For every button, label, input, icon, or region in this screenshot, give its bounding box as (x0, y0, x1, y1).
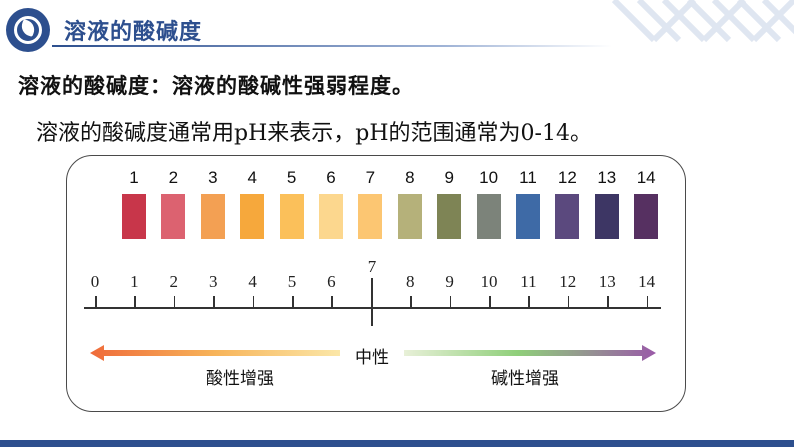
scale-label-12: 12 (559, 272, 577, 291)
ph-swatch-1 (122, 194, 146, 239)
neutral-label: 中性 (355, 348, 389, 368)
logo-icon (6, 8, 50, 52)
ph-swatch-14 (634, 194, 659, 239)
ph-swatch-9 (437, 194, 462, 239)
scale-label-7: 7 (367, 257, 377, 276)
ph-number-9: 9 (444, 168, 454, 187)
scale-tick-13 (607, 296, 609, 307)
scale-label-1: 1 (130, 272, 139, 291)
scale-label-4: 4 (248, 272, 257, 291)
bottom-bar (0, 440, 794, 447)
ph-swatch-12 (555, 194, 580, 239)
scale-label-2: 2 (169, 272, 179, 291)
base-label: 碱性增强 (491, 369, 559, 389)
ph-number-11: 11 (519, 168, 537, 187)
acid-arrow (90, 345, 340, 361)
scale-label-10: 10 (480, 272, 498, 291)
base-arrow (404, 345, 656, 361)
scale-tick-5 (292, 296, 294, 307)
scale-tick-14 (646, 296, 649, 307)
ph-swatch-13 (594, 194, 619, 239)
scale-tick-12 (567, 296, 570, 307)
ph-number-10: 10 (479, 168, 499, 187)
scale-label-3: 3 (208, 272, 218, 291)
scale-label-8: 8 (405, 272, 415, 291)
scale-label-6: 6 (327, 272, 336, 291)
scale-label-13: 13 (598, 272, 616, 291)
scale-tick-6 (331, 296, 333, 307)
scale-label-0: 0 (90, 272, 100, 291)
scale-tick-0 (95, 296, 97, 307)
definition-text: 溶液的酸碱度：溶液的酸碱性强弱程度。 (18, 74, 414, 98)
ph-swatch-11 (516, 194, 540, 239)
ph-number-7: 7 (365, 168, 376, 187)
ph-swatch-3 (200, 194, 225, 239)
ph-number-14: 14 (636, 168, 656, 187)
ph-number-4: 4 (247, 168, 257, 187)
scale-label-11: 11 (520, 272, 537, 291)
ph-number-8: 8 (405, 168, 415, 187)
scale-axis (84, 307, 661, 309)
ph-number-1: 1 (129, 168, 139, 187)
scale-label-9: 9 (445, 272, 454, 291)
ph-swatch-7 (358, 194, 383, 239)
ph-swatch-2 (161, 194, 186, 239)
scale-tick-4 (252, 296, 255, 307)
decorative-stripes-icon (611, 0, 794, 43)
ph-swatch-5 (279, 194, 304, 239)
scale-tick-3 (213, 296, 215, 307)
ph-number-12: 12 (557, 168, 577, 187)
ph-swatch-6 (319, 194, 343, 239)
neutral-tick (371, 278, 373, 326)
ph-swatch-10 (476, 194, 501, 239)
ph-panel (66, 155, 686, 412)
ph-number-6: 6 (326, 168, 336, 187)
scale-tick-8 (410, 296, 412, 307)
page-title: 溶液的酸碱度 (64, 20, 203, 45)
scale-tick-11 (528, 296, 530, 307)
scale-label-5: 5 (287, 272, 297, 291)
ph-swatch-4 (240, 194, 265, 239)
ph-number-13: 13 (597, 168, 617, 187)
ph-number-2: 2 (168, 168, 179, 187)
scale-tick-10 (489, 296, 491, 307)
acid-label: 酸性增强 (206, 369, 274, 389)
header-divider (52, 45, 612, 47)
ph-swatch-8 (397, 194, 422, 239)
scale-tick-1 (134, 296, 136, 307)
scale-tick-9 (449, 296, 452, 307)
scale-label-14: 14 (638, 272, 656, 291)
scale-tick-2 (173, 296, 176, 307)
ph-number-3: 3 (208, 168, 218, 187)
ph-number-5: 5 (286, 168, 297, 187)
ph-range-text: 溶液的酸碱度通常用pH来表示，pH的范围通常为0-14。 (36, 121, 592, 146)
